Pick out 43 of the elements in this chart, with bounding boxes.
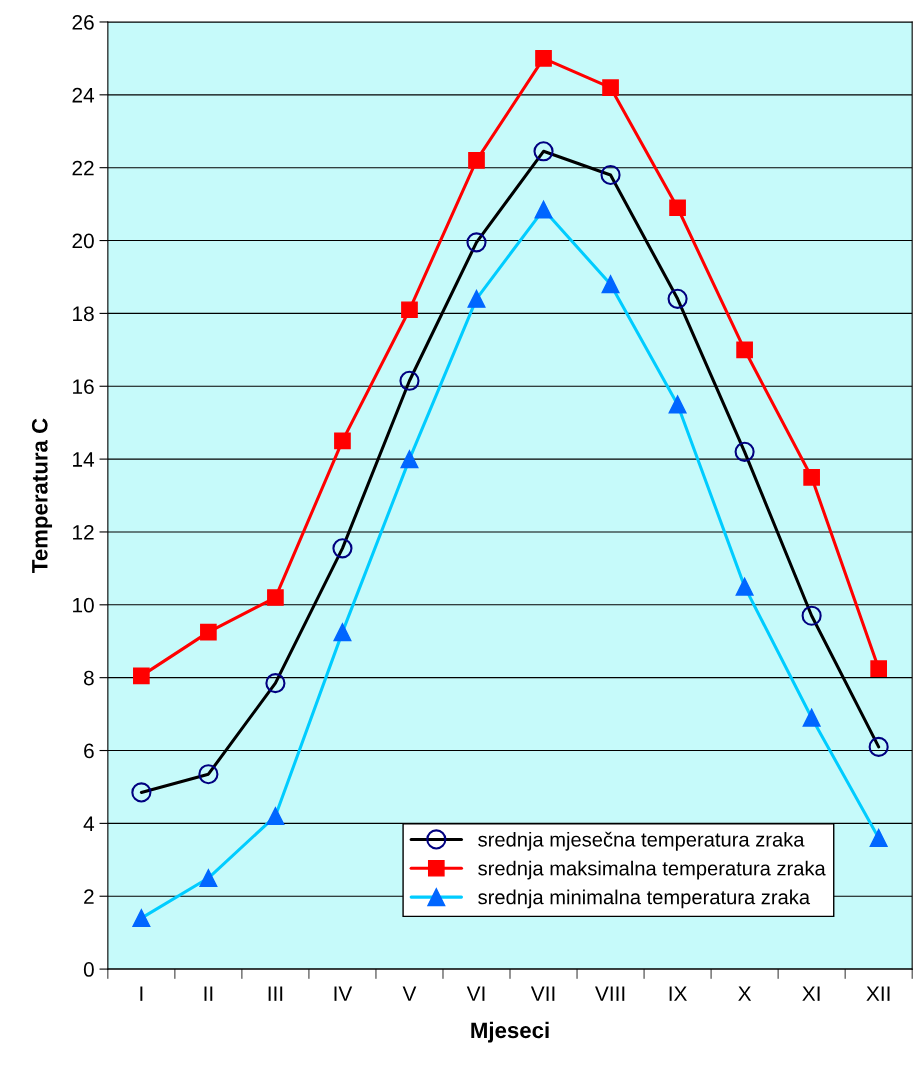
point [334, 432, 351, 450]
x-tick-label: VI [466, 986, 485, 1001]
x-tick-label: XI [802, 986, 820, 1001]
point [669, 199, 686, 217]
y-tick-label: 22 [72, 160, 94, 176]
point [267, 589, 284, 606]
y-axis-title: Temperatura C [31, 418, 53, 573]
point [736, 341, 753, 359]
y-tick-label: 26 [72, 14, 94, 30]
y-tick-label: 8 [83, 670, 94, 686]
x-tick-label: X [738, 986, 752, 1001]
x-tick-label: VIII [595, 986, 625, 1001]
y-tick-label: 0 [83, 962, 94, 977]
point [870, 660, 887, 677]
legend-label: srednja mjesečna temperatura zraka [478, 831, 805, 851]
y-tick-label: 18 [73, 306, 94, 322]
point [200, 623, 217, 641]
point [602, 79, 619, 96]
point [803, 468, 820, 486]
y-tick-label: 20 [72, 233, 94, 249]
x-tick-label: II [204, 986, 213, 1001]
x-tick-label: IX [669, 986, 687, 1001]
y-tick-label: 10 [73, 597, 94, 613]
y-tick-label: 12 [73, 524, 94, 540]
y-tick-label: 14 [73, 452, 95, 467]
point [133, 667, 150, 685]
legend-label: srednja maksimalna temperatura zraka [478, 860, 826, 880]
x-tick-label: IV [334, 986, 353, 1001]
y-tick-label: 16 [73, 379, 94, 394]
point [535, 50, 552, 67]
y-tick-label: 2 [84, 889, 94, 904]
y-tick-label: 6 [84, 743, 94, 759]
x-axis-title: Mjeseci [471, 1021, 549, 1043]
point [401, 301, 418, 319]
legend-label: srednja minimalna temperatura zraka [478, 889, 811, 909]
y-tick-label: 4 [83, 816, 95, 831]
x-tick-label: XII [866, 986, 890, 1001]
x-tick-label: III [268, 986, 283, 1001]
x-tick-label: I [140, 986, 143, 1001]
y-tick-label: 24 [72, 87, 95, 103]
x-tick-label: VII [530, 986, 555, 1001]
x-tick-label: V [402, 986, 417, 1001]
point [468, 152, 485, 169]
